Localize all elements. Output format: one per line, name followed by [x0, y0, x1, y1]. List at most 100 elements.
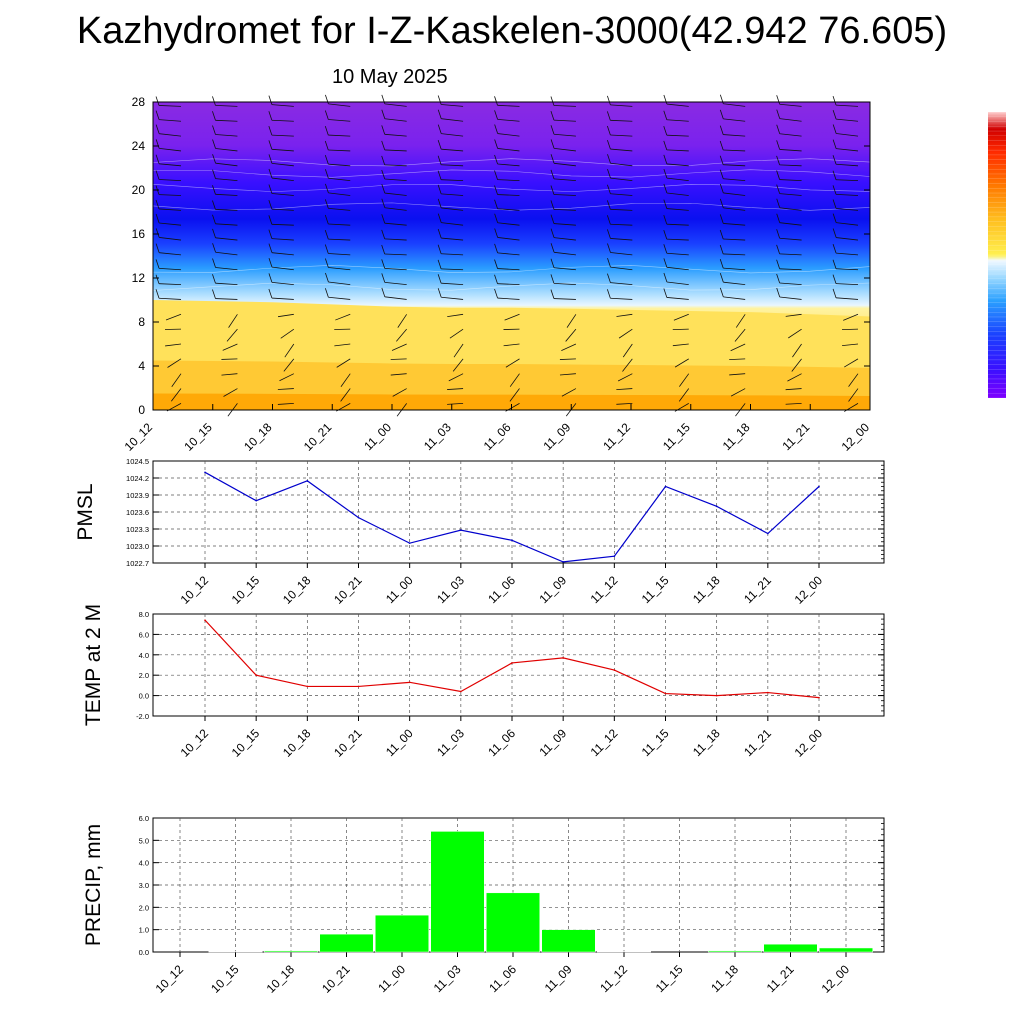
x-tick-label: 11_03	[431, 962, 464, 995]
wind-barb-flag	[212, 274, 216, 284]
y-tick-label: 1022.7	[126, 559, 149, 568]
wind-barb	[335, 313, 351, 321]
wind-barb	[561, 343, 577, 351]
wind-barb-flag	[324, 288, 329, 298]
wind-barb	[553, 283, 576, 285]
wind-barb	[497, 163, 520, 167]
wind-barb-flag	[155, 124, 160, 134]
wind-barb	[678, 388, 690, 402]
wind-barb	[509, 373, 520, 387]
x-tick-label: 11_12	[600, 420, 633, 453]
wind-barb	[666, 297, 689, 300]
wind-barb-flag	[607, 169, 611, 179]
wind-barb-flag	[324, 230, 329, 240]
wind-barb-flag	[268, 257, 273, 268]
pmsl-point	[562, 561, 564, 563]
wind-barb-flag	[325, 272, 329, 283]
wind-barb	[159, 283, 182, 285]
wind-barb	[279, 373, 295, 382]
wind-barb-flag	[324, 199, 329, 209]
wind-barb-flag	[268, 273, 273, 283]
chart-subtitle: 10 May 2025	[332, 66, 448, 88]
pmsl-point	[255, 499, 257, 502]
wind-barb-flag	[719, 169, 724, 179]
x-tick-label: 10_18	[280, 726, 314, 760]
isoline	[153, 183, 870, 192]
wind-barb	[792, 343, 802, 358]
wind-barb	[497, 297, 520, 300]
wind-barb	[497, 104, 520, 107]
wind-barb	[610, 252, 633, 256]
wind-barb	[271, 223, 294, 226]
wind-barb	[391, 343, 407, 351]
temp-point	[357, 685, 360, 688]
wind-barb	[215, 148, 238, 152]
wind-barb	[340, 388, 351, 402]
precip-bar	[819, 947, 873, 953]
wind-barb	[723, 281, 746, 285]
precip-bar	[375, 914, 429, 953]
isoline	[153, 158, 870, 167]
precip-bar	[486, 892, 540, 953]
wind-barb	[384, 267, 407, 271]
wind-barb-flag	[381, 287, 386, 297]
x-tick-label: 11_03	[434, 573, 467, 606]
x-tick-label: 10_21	[319, 962, 353, 996]
wind-barb	[553, 178, 576, 182]
wind-barb-flag	[832, 139, 837, 149]
wind-barb	[441, 296, 464, 300]
x-tick-label: 11_21	[741, 726, 774, 759]
wind-barb-flag	[719, 244, 724, 255]
wind-barb-flag	[268, 229, 273, 239]
wind-barb-flag	[550, 139, 555, 149]
wind-barb-flag	[324, 155, 329, 165]
x-tick-label: 11_15	[653, 962, 686, 995]
x-tick-label: 11_21	[764, 962, 797, 995]
wind-barb	[836, 297, 859, 300]
wind-barb-flag	[212, 258, 216, 268]
wind-barb	[618, 328, 633, 339]
wind-barb-flag	[268, 154, 273, 164]
wind-barb	[449, 328, 464, 339]
wind-barb-flag	[832, 110, 837, 120]
wind-barb-flag	[606, 125, 611, 136]
pmsl-point	[306, 480, 309, 482]
wind-barb	[617, 373, 633, 382]
wind-barb	[215, 237, 238, 241]
wind-barb	[779, 193, 802, 196]
wind-barb	[328, 119, 351, 122]
wind-barb	[666, 134, 689, 137]
wind-barb	[159, 297, 182, 300]
wind-barb	[497, 118, 520, 122]
wind-barb	[328, 103, 351, 107]
y-tick-label: 12	[132, 271, 146, 285]
precip-bar	[264, 950, 318, 953]
wind-barb	[441, 133, 464, 137]
wind-barb	[497, 179, 520, 182]
wind-barb	[159, 119, 182, 122]
wind-barb-flag	[663, 110, 668, 120]
wind-barb	[271, 238, 294, 241]
wind-barb	[666, 177, 689, 182]
y-tick-label: 8.0	[139, 610, 149, 619]
wind-barb	[271, 162, 294, 167]
wind-barb-flag	[324, 125, 329, 136]
wind-barb	[666, 149, 689, 152]
wind-barb-flag	[212, 169, 216, 179]
precip-bar	[763, 943, 818, 953]
wind-barb-flag	[719, 214, 724, 224]
temp-point	[460, 690, 462, 693]
wind-barb-flag	[607, 273, 611, 283]
wind-barb-flag	[381, 183, 386, 194]
pmsl-point	[460, 529, 462, 531]
wind-barb-flag	[606, 200, 611, 210]
temp-point	[255, 674, 257, 676]
wind-barb	[610, 162, 633, 167]
temp-point	[511, 662, 513, 664]
wind-barb-flag	[832, 288, 837, 298]
wind-barb	[779, 179, 802, 182]
wind-barb	[610, 223, 633, 226]
wind-barb-flag	[494, 274, 498, 284]
wind-barb	[452, 358, 464, 372]
wind-barb	[215, 298, 238, 300]
